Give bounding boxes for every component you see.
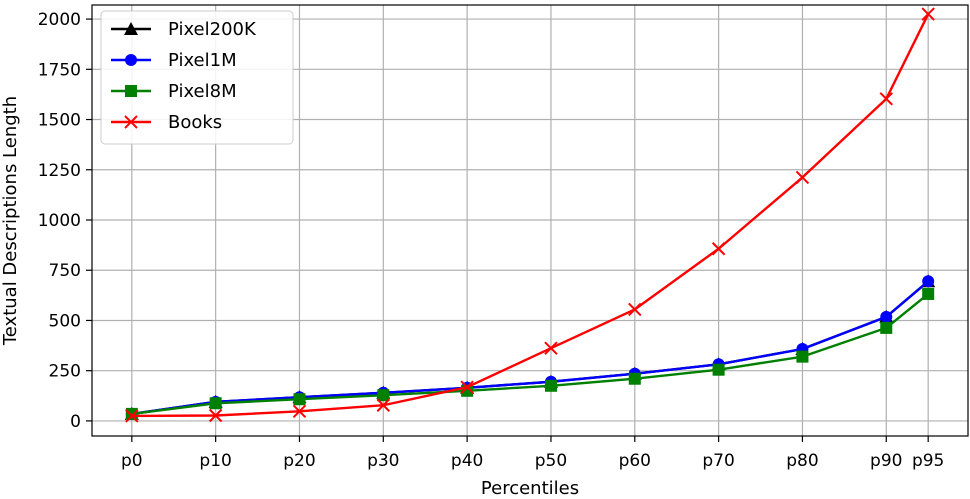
data-point-pixel8m [880, 321, 893, 334]
x-tick-label: p95 [912, 451, 944, 471]
data-point-pixel8m [922, 287, 935, 300]
legend-label: Pixel1M [168, 50, 237, 71]
series-books [125, 7, 935, 423]
plot-series [124, 7, 936, 423]
series-pixel1m [125, 275, 935, 420]
data-point-books [711, 242, 726, 256]
data-point-pixel8m [796, 350, 809, 363]
data-point-books [208, 408, 223, 423]
y-axis-ticks: 0 250 500 750 1000 1250 1500 1750 2000 [38, 10, 92, 432]
y-tick-label: 0 [70, 412, 81, 432]
data-point-books [376, 398, 391, 412]
series-pixel200k [124, 274, 936, 420]
data-point-books [460, 380, 474, 394]
legend-label: Pixel8M [168, 81, 237, 102]
series-line-pixel1m [131, 280, 929, 416]
data-point-pixel8m [209, 397, 222, 410]
y-tick-label: 1250 [38, 161, 81, 181]
legend-entry-pixel1m: Pixel1M [111, 50, 237, 71]
x-tick-label: p10 [199, 451, 231, 471]
legend-marker [124, 22, 138, 35]
legend-entry-pixel8m: Pixel8M [111, 81, 237, 102]
data-point-pixel8m [293, 393, 306, 406]
data-point-pixel8m [712, 363, 725, 376]
series-line-pixel8m [131, 293, 929, 416]
data-point-books [125, 409, 139, 423]
y-tick-label: 1500 [38, 111, 81, 131]
data-point-pixel8m [125, 407, 138, 420]
y-axis-label: Textual Descriptions Length [0, 96, 21, 346]
data-point-books [544, 341, 558, 355]
data-point-books [921, 7, 935, 21]
legend: Pixel200K Pixel1M Pixel8M Books [100, 10, 294, 145]
grid-lines [92, 5, 968, 436]
y-tick-label: 250 [49, 362, 81, 382]
x-tick-label: p70 [702, 451, 734, 471]
x-tick-label: p60 [619, 451, 651, 471]
y-tick-label: 1000 [38, 211, 81, 231]
legend-marker [125, 54, 137, 66]
y-tick-label: 1750 [38, 60, 81, 80]
x-tick-label: p40 [451, 451, 483, 471]
x-axis-label: Percentiles [481, 478, 579, 499]
y-tick-label: 750 [49, 261, 81, 281]
x-tick-label: p30 [367, 451, 399, 471]
y-tick-label: 2000 [38, 10, 81, 30]
data-point-pixel1m [922, 275, 935, 288]
legend-marker [124, 115, 138, 129]
x-axis-ticks: p0 p10 p20 p30 p40 p50 p60 p70 p80 p90 p95 [121, 436, 944, 471]
data-point-books [879, 92, 893, 106]
legend-entry-pixel200k: Pixel200K [111, 19, 257, 40]
legend-label: Books [168, 112, 222, 133]
x-tick-label: p50 [535, 451, 567, 471]
data-point-pixel8m [377, 389, 390, 402]
x-tick-label: p20 [283, 451, 315, 471]
data-point-pixel1m [880, 310, 893, 323]
data-point-pixel8m [544, 379, 557, 392]
data-point-pixel8m [628, 372, 641, 385]
legend-box [100, 10, 294, 145]
y-tick-label: 500 [49, 311, 81, 331]
x-tick-label: p80 [786, 451, 818, 471]
x-tick-label: p90 [870, 451, 902, 471]
series-pixel8m [125, 287, 935, 420]
legend-marker [125, 85, 137, 97]
legend-label: Pixel200K [168, 19, 257, 40]
data-point-books [628, 302, 642, 317]
data-point-books [292, 404, 307, 418]
legend-entry-books: Books [111, 112, 222, 133]
x-tick-label: p0 [121, 451, 143, 471]
data-point-books [795, 170, 810, 185]
